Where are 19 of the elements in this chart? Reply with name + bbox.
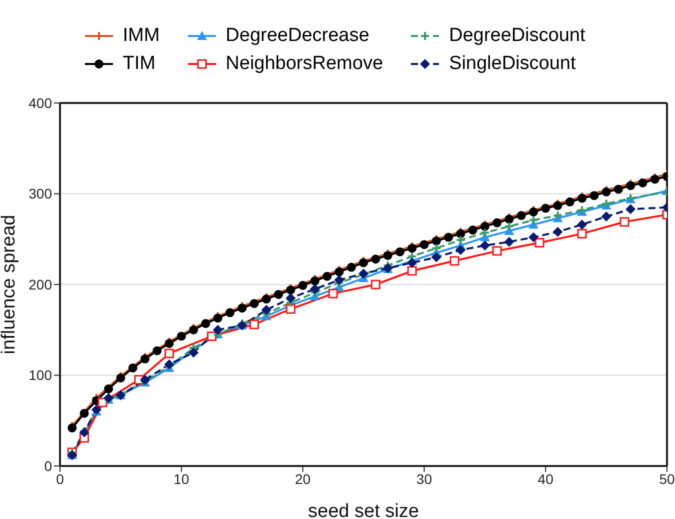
y-axis-title: influence spread [0,214,20,354]
legend-label: DegreeDecrease [226,25,370,47]
y-tick-label: 400 [28,94,52,111]
legend-label: NeighborsRemove [226,53,384,75]
x-tick-label: 10 [174,470,190,487]
x-tick-label: 40 [538,470,554,487]
legend-label: SingleDiscount [449,53,576,75]
y-tick-label: 100 [28,367,52,384]
y-tick-label: 0 [44,458,52,474]
x-tick-label: 20 [295,470,311,487]
x-tick-label: 0 [56,470,64,487]
y-tick-label: 300 [28,186,52,202]
x-tick-label: 50 [659,470,675,487]
legend-label: DegreeDiscount [449,25,586,47]
legend-label: TIM [122,53,156,75]
x-axis-title: seed set size [308,501,419,519]
x-tick-label: 30 [416,470,432,487]
y-tick-label: 200 [28,276,52,292]
legend-label: IMM [122,25,160,47]
